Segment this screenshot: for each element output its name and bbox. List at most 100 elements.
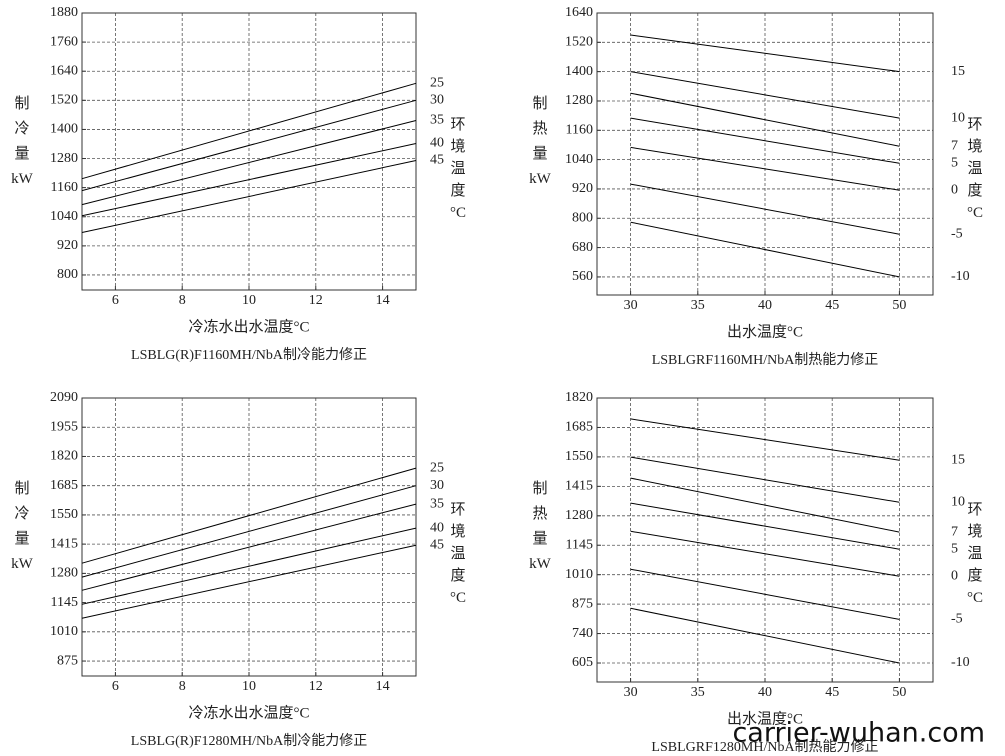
chart-title: LSBLG(R)F1160MH/NbA制冷能力修正 [131,347,367,363]
y2-axis-label: 环境温度°C [450,117,466,221]
x-tick-label: 45 [825,685,839,700]
series-line [630,418,900,461]
series-line [630,568,900,620]
y2-axis-label: 环境温度°C [967,502,983,606]
series-label: 25 [430,76,444,91]
x-tick-label: 45 [825,298,839,313]
series-label: 10 [951,494,965,509]
series-label: -10 [951,655,970,670]
plot-frame [81,12,417,291]
series-line [630,530,900,577]
series-label: 15 [951,64,965,79]
series-label: 45 [430,153,444,168]
y-tick-label: 1010 [50,624,78,639]
y2-axis-label: 环境温度°C [450,502,466,606]
series-label: 7 [951,524,958,539]
y-tick-label: 1640 [565,5,593,20]
x-axis-label: 出水温度°C [727,710,803,727]
x-tick-label: 12 [309,679,323,694]
y-tick-label: 1955 [50,419,78,434]
series-line [630,502,900,550]
x-tick-label: 8 [179,293,186,308]
y-tick-label: 800 [572,210,593,225]
y-tick-label: 1685 [565,420,593,435]
y-tick-label: 875 [572,596,593,611]
x-tick-label: 6 [112,293,119,308]
y-tick-label: 560 [572,269,593,284]
series-line [630,607,900,664]
y-tick-label: 1415 [565,479,593,494]
series-label: 0 [951,568,958,583]
series-line [81,82,417,180]
x-tick-label: 30 [624,685,638,700]
y-tick-label: 1280 [565,508,593,523]
y-tick-label: 740 [572,626,593,641]
y-tick-label: 1550 [565,449,593,464]
y-tick-label: 1400 [50,122,78,137]
y-tick-label: 1145 [51,595,78,610]
y2-axis-label: 环境温度°C [967,117,983,221]
chart-title: LSBLGRF1280MH/NbA制热能力修正 [651,739,878,755]
y-tick-label: 1160 [566,123,593,138]
series-line [81,160,417,233]
x-tick-label: 12 [309,293,323,308]
x-tick-label: 14 [376,679,390,694]
series-label: 25 [430,460,444,475]
series-line [630,221,900,278]
x-tick-label: 35 [691,685,705,700]
x-axis-label: 冷冻水出水温度°C [188,317,309,335]
y-axis-label: 制冷量 kW [11,95,34,187]
watermark: carrier-wuhan.com [732,718,985,749]
y-tick-label: 1040 [50,209,78,224]
x-tick-label: 14 [376,293,390,308]
series-label: 7 [951,138,958,153]
x-tick-label: 40 [758,685,772,700]
series-line [81,467,417,564]
series-line [630,117,900,164]
plot-frame [81,397,417,677]
y-tick-label: 920 [57,238,78,253]
series-label: -5 [951,226,963,241]
y-tick-label: 2090 [50,390,78,405]
series-line [630,456,900,503]
y-tick-label: 1760 [50,34,78,49]
series-label: 45 [430,537,444,552]
series-line [81,120,417,206]
series-line [630,34,900,73]
y-tick-label: 1400 [565,64,593,79]
y-tick-label: 875 [57,653,78,668]
x-tick-label: 30 [624,298,638,313]
x-tick-label: 10 [242,293,256,308]
y-tick-label: 1520 [565,35,593,50]
series-line [630,92,900,147]
y-tick-label: 1280 [565,93,593,108]
y-tick-label: 1820 [50,449,78,464]
y-tick-label: 605 [572,655,593,670]
series-line [81,485,417,578]
plot-frame [596,397,934,683]
series-label: 0 [951,182,958,197]
y-axis-label: 制热量 kW [529,95,552,187]
x-tick-label: 40 [758,298,772,313]
y-axis-label: 制热量 kW [529,480,552,572]
x-axis-label: 冷冻水出水温度°C [188,703,309,721]
y-tick-label: 680 [572,240,593,255]
series-line [630,71,900,119]
series-label: 30 [430,478,444,493]
series-line [630,146,900,191]
series-label: 5 [951,156,958,171]
y-tick-label: 1040 [565,152,593,167]
chart-title: LSBLGRF1160MH/NbA制热能力修正 [652,352,879,368]
chart-title: LSBLG(R)F1280MH/NbA制冷能力修正 [131,733,367,749]
series-label: -10 [951,269,970,284]
y-tick-label: 1880 [50,5,78,20]
y-tick-label: 1280 [50,566,78,581]
series-label: 35 [430,496,444,511]
series-label: 35 [430,113,444,128]
y-tick-label: 1520 [50,93,78,108]
y-tick-label: 1280 [50,151,78,166]
series-label: 15 [951,452,965,467]
x-tick-label: 50 [892,298,906,313]
x-tick-label: 8 [179,679,186,694]
